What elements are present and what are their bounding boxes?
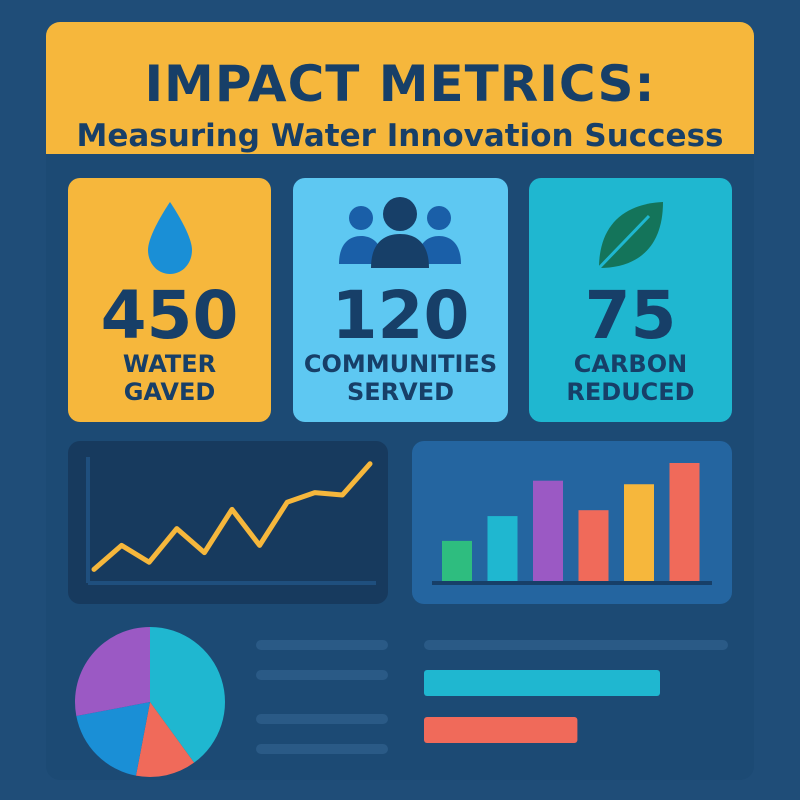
bar: [669, 463, 700, 581]
people-group-icon: [339, 197, 461, 268]
page-subtitle: Measuring Water Innovation Success: [76, 118, 724, 154]
metric-label-line2: REDUCED: [566, 378, 695, 406]
hbar: [424, 670, 660, 696]
pie-slice: [135, 702, 195, 777]
page-title: IMPACT METRICS:: [144, 55, 656, 113]
metric-label: COMMUNITIES SERVED: [293, 350, 508, 406]
hbar: [424, 717, 578, 743]
pie-slice: [150, 627, 225, 763]
metric-value: 120: [331, 277, 470, 354]
bar-chart: [432, 463, 712, 585]
text-placeholder-line: [256, 744, 388, 754]
bar: [624, 484, 654, 581]
metric-label: CARBON REDUCED: [529, 350, 732, 406]
horizontal-bar-chart: [424, 670, 660, 743]
bar: [578, 510, 609, 581]
water-drop-icon: [148, 202, 192, 274]
metric-label-line2: GAVED: [123, 378, 216, 406]
metric-label-line1: WATER: [122, 350, 217, 378]
bar: [487, 516, 518, 581]
pie-slice: [75, 627, 150, 717]
metric-value: 75: [584, 277, 677, 354]
pie-slice: [76, 702, 150, 776]
bar: [442, 540, 472, 581]
bar-chart-card: [412, 441, 732, 604]
text-placeholder-line: [256, 714, 388, 724]
metric-label-line2: SERVED: [346, 378, 455, 406]
header-banner: IMPACT METRICS: Measuring Water Innovati…: [46, 22, 754, 154]
metric-card-carbon: 75 CARBON REDUCED: [529, 178, 732, 422]
leaf-icon: [595, 202, 663, 272]
metric-label-line1: CARBON: [573, 350, 688, 378]
pie-chart: [75, 627, 225, 777]
metric-label-line1: COMMUNITIES: [303, 350, 498, 378]
line-chart: [86, 457, 376, 585]
metric-card-water: 450 WATER GAVED: [68, 178, 271, 422]
text-placeholder-line: [256, 670, 388, 680]
line-series: [91, 461, 373, 572]
metric-card-communities: 120 COMMUNITIES SERVED: [293, 178, 508, 422]
metric-label: WATER GAVED: [68, 350, 271, 406]
text-placeholder-line: [424, 640, 728, 650]
line-chart-card: [68, 441, 388, 604]
text-placeholder-line: [256, 640, 388, 650]
bar: [533, 480, 563, 581]
metric-value: 450: [100, 277, 239, 354]
